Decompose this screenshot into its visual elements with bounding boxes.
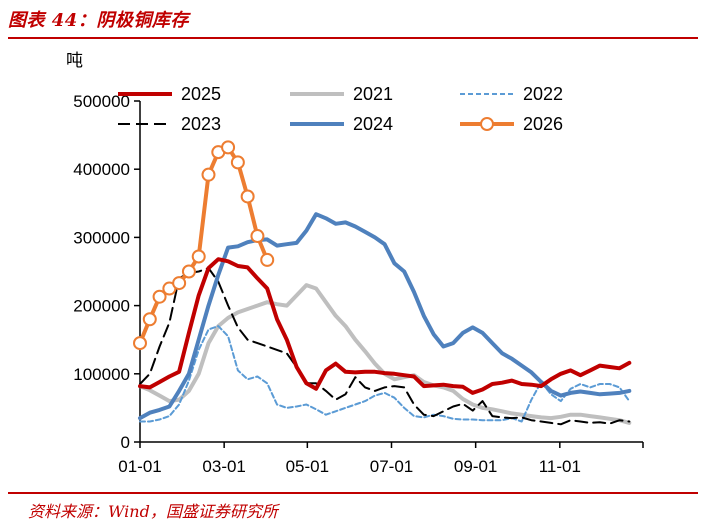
data-point-2026: [260, 252, 275, 267]
legend-item-2021: 2021: [290, 84, 393, 104]
y-tick-label: 500000: [73, 92, 130, 111]
legend-label-2025: 2025: [181, 84, 221, 104]
series-line-2021: [138, 283, 632, 425]
y-axis-ticks: 0 100000 200000 300000 400000 500000: [73, 92, 140, 452]
data-point-2026: [133, 336, 147, 351]
source-rule: [8, 492, 698, 494]
data-point-2026: [240, 189, 255, 204]
legend: 2025 2021 2022 2023 2024 2026: [118, 84, 563, 134]
y-tick-label: 300000: [73, 228, 130, 247]
data-point-2026: [142, 312, 157, 327]
figure-title: 图表 44：阴极铜库存: [8, 10, 189, 31]
source-note: 资料来源：Wind，国盛证券研究所: [28, 502, 278, 521]
legend-item-2022: 2022: [460, 84, 563, 104]
series-line-2025: [138, 257, 632, 395]
legend-item-2025: 2025: [118, 84, 221, 104]
x-tick-label: 11-01: [539, 457, 581, 476]
data-point-2026: [221, 140, 236, 155]
data-point-2026: [181, 264, 196, 279]
x-tick-label: 09-01: [454, 457, 497, 476]
series-line-2023: [139, 267, 631, 426]
y-tick-label: 200000: [73, 297, 130, 316]
x-tick-label: 07-01: [370, 457, 413, 476]
x-tick-label: 01-01: [118, 457, 161, 476]
x-axis-ticks: 01-01 03-01 05-01 07-01 09-01 11-01: [118, 442, 644, 476]
title-rule: [8, 37, 698, 39]
legend-item-2023: 2023: [118, 114, 221, 134]
legend-label-2022: 2022: [523, 84, 563, 104]
series-line-2024: [138, 212, 632, 421]
legend-label-2021: 2021: [353, 84, 393, 104]
legend-item-2024: 2024: [290, 114, 393, 134]
y-axis-unit-label: 吨: [66, 51, 83, 71]
x-tick-label: 03-01: [202, 457, 245, 476]
data-point-2026: [172, 276, 187, 291]
data-point-2026: [230, 155, 245, 170]
data-point-2026: [250, 229, 265, 244]
legend-label-2024: 2024: [353, 114, 393, 134]
y-tick-label: 400000: [73, 160, 130, 179]
series-layer: [133, 140, 632, 426]
legend-item-2026: 2026: [460, 114, 563, 134]
data-point-2026: [201, 167, 216, 182]
legend-label-2023: 2023: [181, 114, 221, 134]
data-point-2026: [152, 289, 167, 304]
legend-label-2026: 2026: [523, 114, 563, 134]
data-point-2026: [191, 249, 206, 264]
y-tick-label: 0: [121, 433, 130, 452]
x-tick-label: 05-01: [286, 457, 329, 476]
y-tick-label: 100000: [73, 365, 130, 384]
